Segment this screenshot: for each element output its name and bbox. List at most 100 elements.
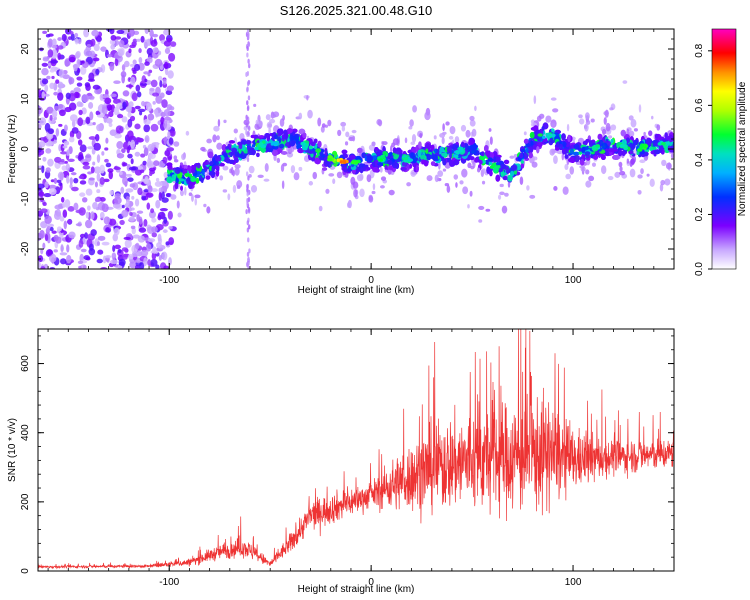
spectrogram-streak-cell (246, 29, 250, 35)
spectrogram-noise-cell (145, 192, 154, 198)
spectrogram-noise-cell (99, 177, 105, 185)
spectrogram-noise-cell (122, 90, 130, 97)
spectrogram-noise-cell (52, 109, 58, 118)
spectrogram-ridge-cell (307, 150, 314, 155)
spectrogram-peak-cell (260, 144, 266, 149)
spectrogram-noise-cell (38, 141, 46, 148)
spectrogram-noise-cell (154, 109, 159, 118)
spectrogram-noise-cell (105, 162, 112, 168)
spectrogram-noise-cell (88, 102, 94, 109)
spectrogram-noise-cell (148, 167, 156, 172)
spectrogram-ridge-cell (215, 169, 220, 177)
spectrogram-halo-cell (353, 188, 358, 198)
spectrogram-halo-cell (216, 135, 220, 141)
spectrogram-noise-cell (77, 117, 84, 127)
spectrogram-noise-cell (121, 148, 126, 154)
spectrogram-ytick-label: 20 (20, 43, 31, 55)
spectrogram-halo-cell (223, 119, 227, 124)
spectrogram-halo-cell (610, 124, 617, 131)
spectrogram-noise-cell (129, 63, 136, 67)
spectrogram-ridge-cell (507, 174, 513, 182)
spectrogram-ridge-cell (628, 150, 634, 155)
spectrogram-halo-cell (216, 142, 223, 150)
spectrogram-noise-cell (147, 185, 153, 193)
spectrogram-halo-cell (614, 171, 621, 178)
spectrogram-noise-cell (99, 93, 104, 101)
spectrogram-noise-cell (41, 62, 48, 67)
spectrogram-noise-cell (148, 153, 156, 160)
spectrogram-halo-cell (258, 120, 263, 127)
spectrogram-noise-cell (166, 192, 172, 198)
spectrogram-streak-cell (246, 106, 250, 112)
spectrogram-ridge-cell (558, 143, 564, 151)
spectrogram-halo-cell (173, 141, 180, 147)
spectrogram-ridge-cell (605, 151, 610, 156)
spectrogram-noise-cell (55, 128, 60, 137)
spectrogram-noise-cell (148, 210, 156, 219)
spectrogram-halo-cell (509, 155, 515, 159)
spectrogram-halo-cell (388, 189, 395, 196)
spectrogram-noise-cell (56, 226, 62, 232)
spectrogram-noise-cell (41, 91, 45, 99)
spectrogram-noise-cell (39, 137, 48, 141)
spectrogram-peak-cell (378, 158, 384, 162)
spectrogram-noise-cell (125, 173, 132, 177)
spectrogram-halo-cell (212, 134, 217, 143)
spectrogram-noise-cell (61, 165, 67, 171)
spectrogram-halo-cell (465, 129, 471, 138)
spectrogram-noise-cell (85, 211, 90, 219)
spectrogram-noise-cell (48, 253, 57, 263)
spectrogram-noise-cell (60, 196, 65, 203)
spectrogram-noise-cell (125, 188, 134, 193)
spectrogram-noise-cell (81, 60, 85, 64)
spectrogram-noise-cell (69, 177, 73, 185)
spectrogram-peak-cell (339, 160, 343, 164)
spectrogram-ridge-cell (502, 175, 508, 181)
spectrogram-noise-cell (108, 122, 113, 128)
spectrogram-ridge-cell (395, 162, 400, 169)
spectrogram-ridge-cell (395, 147, 402, 155)
spectrogram-noise-cell (121, 74, 126, 84)
spectrogram-noise-cell (57, 92, 64, 101)
spectrogram-peak-cell (353, 160, 359, 165)
snr-marks (38, 329, 674, 570)
spectrogram-halo-cell (442, 168, 447, 172)
spectrogram-halo-cell (441, 136, 445, 145)
spectrogram-halo-cell (448, 135, 454, 140)
spectrogram-noise-cell (114, 57, 119, 67)
spectrogram-noise-cell (112, 245, 116, 252)
spectrogram-noise-cell (166, 85, 174, 92)
spectrogram-ridge-cell (578, 151, 583, 155)
spectrogram-noise-cell (147, 143, 155, 152)
spectrogram-ridge-cell (651, 146, 657, 150)
spectrogram-noise-cell (41, 165, 45, 174)
spectrogram-noise-cell (112, 98, 121, 104)
spectrogram-noise-cell (71, 186, 79, 192)
spectrogram-noise-cell (75, 209, 84, 214)
spectrogram-noise-cell (89, 50, 96, 58)
spectrogram-noise-cell (140, 250, 149, 257)
spectrogram-halo-cell (660, 179, 666, 186)
spectrogram-halo-cell (234, 164, 241, 169)
spectrogram-halo-cell (173, 155, 178, 160)
spectrogram-noise-cell (131, 195, 135, 200)
spectrogram-halo-cell (640, 168, 644, 175)
spectrogram-ridge-cell (310, 141, 316, 147)
spectrogram-noise-cell (141, 195, 147, 201)
spectrogram-noise-cell (125, 106, 132, 112)
spectrogram-noise-cell (53, 234, 59, 242)
spectrogram-halo-cell (591, 162, 597, 167)
spectrogram-ridge-cell (324, 148, 328, 156)
spectrogram-noise-cell (58, 144, 62, 152)
spectrogram-noise-cell (44, 181, 49, 189)
spectrogram-noise-cell (69, 114, 78, 122)
spectrogram-noise-cell (87, 95, 95, 100)
spectrogram-noise-cell (62, 145, 68, 149)
spectrogram-noise-cell (113, 196, 122, 205)
spectrogram-noise-cell (79, 144, 87, 153)
spectrogram-noise-cell (128, 101, 134, 108)
spectrogram-ridge-cell (382, 150, 388, 156)
spectrogram-noise-cell (78, 175, 84, 180)
spectrogram-noise-cell (60, 159, 65, 163)
spectrogram-ridge-cell (636, 151, 640, 155)
